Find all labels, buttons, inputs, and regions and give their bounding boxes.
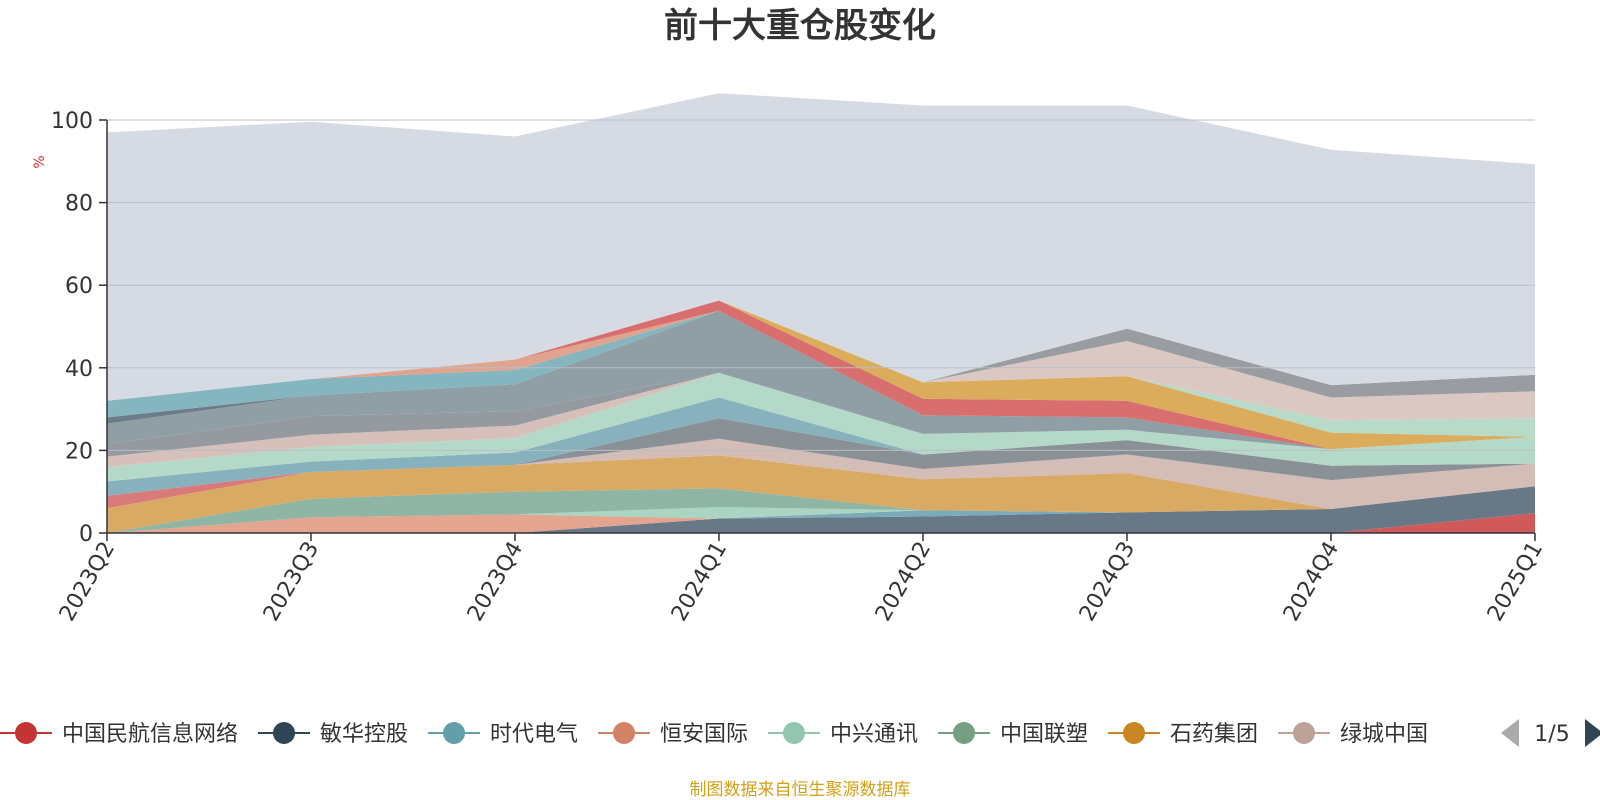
triangle-left-icon[interactable] xyxy=(1501,719,1519,747)
source-note: 制图数据来自恒生聚源数据库 xyxy=(690,780,911,800)
legend-marker-2 xyxy=(443,722,465,744)
area-series-8[interactable] xyxy=(107,418,1535,509)
legend-item-2[interactable]: 时代电气 xyxy=(428,722,578,747)
x-tick-label-2: 2023Q4 xyxy=(463,538,528,626)
area-series-4[interactable] xyxy=(107,486,1535,533)
area-series-7[interactable] xyxy=(107,438,1535,509)
legend-marker-0 xyxy=(15,722,37,744)
legend-marker-5 xyxy=(953,722,975,744)
area-series-14[interactable] xyxy=(107,310,1535,450)
plot-area xyxy=(107,93,1535,533)
legend-marker-7 xyxy=(1293,722,1315,744)
x-tick-label-1: 2023Q3 xyxy=(259,538,324,626)
y-tick-label-2: 40 xyxy=(65,357,93,382)
legend-label-7: 绿城中国 xyxy=(1340,722,1428,747)
area-series-23[interactable] xyxy=(107,93,1535,401)
area-series-22[interactable] xyxy=(107,300,1535,401)
legend-item-1[interactable]: 敏华控股 xyxy=(258,722,408,747)
legend: 中国民航信息网络 敏华控股 时代电气 恒安国际 中兴通讯 中国联塑 石药集团 绿城中国 1/5 xyxy=(0,719,1600,747)
area-series-19[interactable] xyxy=(107,300,1535,450)
legend-marker-3 xyxy=(613,722,635,744)
y-tick-label-0: 0 xyxy=(79,522,93,547)
legend-item-5[interactable]: 中国联塑 xyxy=(938,722,1088,747)
area-series-5[interactable] xyxy=(107,486,1535,533)
legend-label-5: 中国联塑 xyxy=(1000,722,1088,747)
legend-item-3[interactable]: 恒安国际 xyxy=(598,722,748,747)
x-tick-label-7: 2025Q1 xyxy=(1483,538,1548,626)
legend-label-2: 时代电气 xyxy=(490,722,578,747)
legend-label-6: 石药集团 xyxy=(1170,722,1258,747)
legend-label-1: 敏华控股 xyxy=(320,722,408,747)
area-series-0[interactable] xyxy=(107,513,1535,533)
chart-title: 前十大重仓股变化 xyxy=(664,6,936,46)
area-series-11[interactable] xyxy=(107,372,1535,482)
legend-item-7[interactable]: 绿城中国 xyxy=(1278,722,1428,747)
x-tick-label-4: 2024Q2 xyxy=(871,538,936,626)
triangle-right-icon[interactable] xyxy=(1585,719,1600,747)
area-series-6[interactable] xyxy=(107,455,1535,533)
y-tick-label-5: 100 xyxy=(51,109,93,134)
legend-items: 中国民航信息网络 敏华控股 时代电气 恒安国际 中兴通讯 中国联塑 石药集团 绿城中国 xyxy=(0,722,1428,747)
legend-label-0: 中国民航信息网络 xyxy=(62,722,238,747)
legend-item-4[interactable]: 中兴通讯 xyxy=(768,722,918,747)
legend-label-4: 中兴通讯 xyxy=(830,722,918,747)
legend-item-0[interactable]: 中国民航信息网络 xyxy=(0,722,238,747)
area-series-21[interactable] xyxy=(107,300,1535,421)
legend-item-6[interactable]: 石药集团 xyxy=(1108,722,1258,747)
x-tick-label-5: 2024Q3 xyxy=(1075,538,1140,626)
x-tick-label-0: 2023Q2 xyxy=(55,538,120,626)
y-tick-label-1: 20 xyxy=(65,439,93,464)
area-series-13[interactable] xyxy=(107,372,1535,457)
legend-pager: 1/5 xyxy=(1501,719,1600,747)
y-tick-label-3: 60 xyxy=(65,274,93,299)
y-axis-unit: % xyxy=(32,155,48,168)
y-tick-label-4: 80 xyxy=(65,192,93,217)
area-series-3[interactable] xyxy=(107,486,1535,533)
legend-page-indicator: 1/5 xyxy=(1534,722,1569,747)
legend-label-3: 恒安国际 xyxy=(660,722,748,747)
x-tick-label-6: 2024Q4 xyxy=(1279,538,1344,626)
legend-marker-4 xyxy=(783,722,805,744)
x-tick-label-3: 2024Q1 xyxy=(667,538,732,626)
area-series-16[interactable] xyxy=(107,310,1535,450)
area-series-20[interactable] xyxy=(107,300,1535,437)
legend-marker-1 xyxy=(273,722,295,744)
legend-marker-6 xyxy=(1123,722,1145,744)
area-series-1[interactable] xyxy=(107,486,1535,533)
